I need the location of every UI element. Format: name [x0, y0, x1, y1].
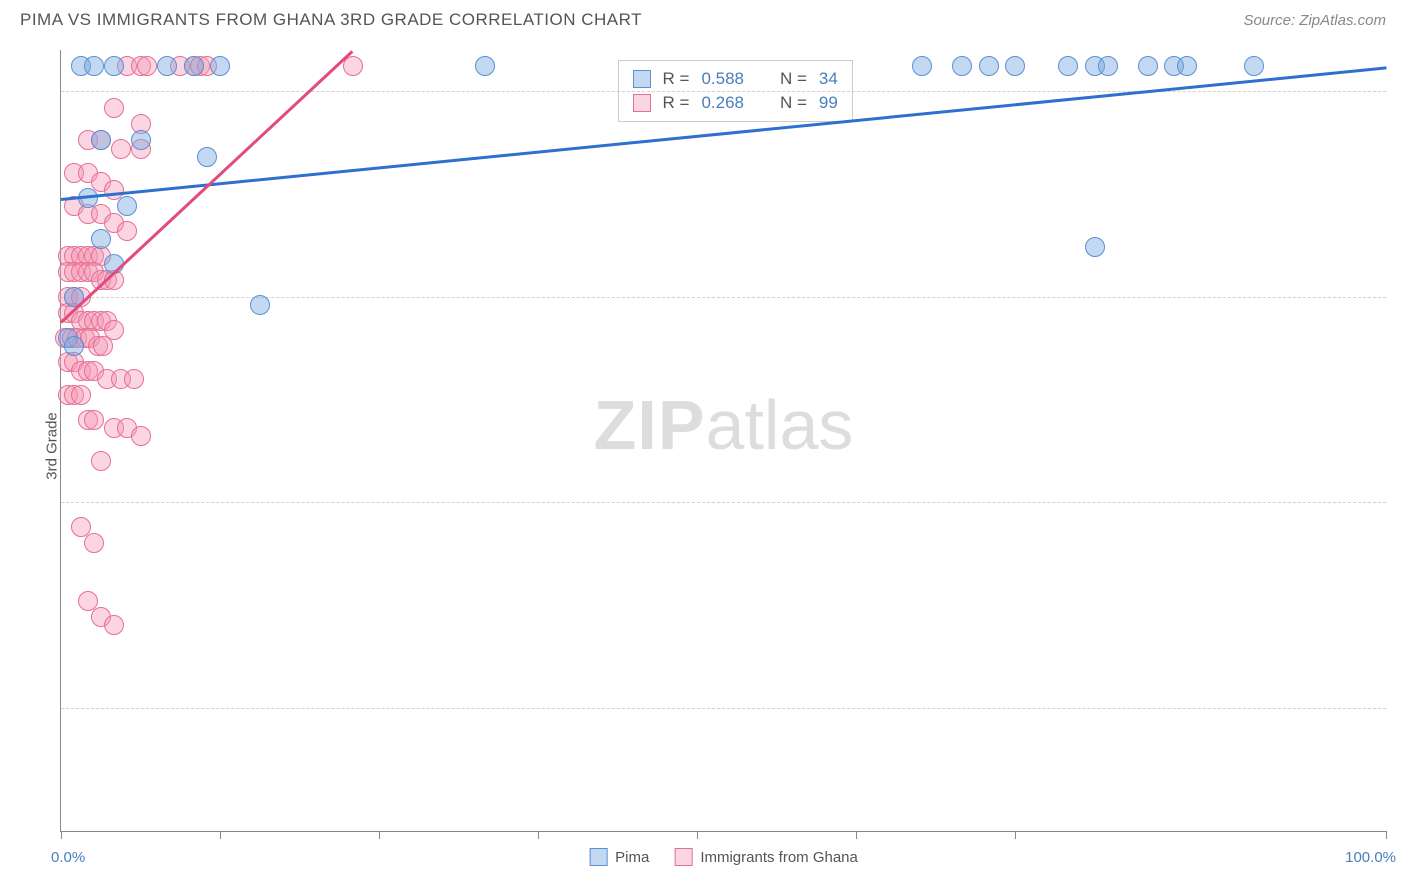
x-tick	[697, 831, 698, 839]
scatter-point-pima	[197, 147, 217, 167]
scatter-point-pima	[117, 196, 137, 216]
plot-area: ZIPatlas R =0.588N =34R =0.268N =99 0.0%…	[60, 50, 1386, 832]
legend-item: Pima	[589, 848, 649, 866]
scatter-point-pima	[1085, 237, 1105, 257]
y-tick-label: 97.5%	[1396, 288, 1406, 305]
legend-label: Pima	[615, 849, 649, 866]
scatter-point-pima	[250, 295, 270, 315]
scatter-point-ghana	[104, 98, 124, 118]
watermark: ZIPatlas	[594, 385, 854, 465]
chart-title: PIMA VS IMMIGRANTS FROM GHANA 3RD GRADE …	[20, 10, 642, 30]
scatter-point-pima	[131, 130, 151, 150]
scatter-point-pima	[979, 56, 999, 76]
x-tick	[538, 831, 539, 839]
scatter-point-ghana	[117, 221, 137, 241]
scatter-point-pima	[91, 229, 111, 249]
gridline-h	[61, 708, 1386, 709]
scatter-point-pima	[1098, 56, 1118, 76]
scatter-point-pima	[1244, 56, 1264, 76]
scatter-point-ghana	[104, 615, 124, 635]
scatter-point-pima	[952, 56, 972, 76]
stats-row: R =0.588N =34	[633, 67, 838, 91]
x-tick	[61, 831, 62, 839]
scatter-point-pima	[1005, 56, 1025, 76]
legend-label: Immigrants from Ghana	[700, 849, 858, 866]
scatter-point-ghana	[91, 451, 111, 471]
scatter-point-pima	[1138, 56, 1158, 76]
legend-bottom: Pima Immigrants from Ghana	[589, 848, 858, 866]
scatter-point-ghana	[124, 369, 144, 389]
scatter-point-pima	[912, 56, 932, 76]
legend-swatch	[633, 94, 651, 112]
scatter-point-pima	[184, 56, 204, 76]
scatter-point-ghana	[84, 533, 104, 553]
scatter-point-ghana	[71, 385, 91, 405]
scatter-point-ghana	[131, 426, 151, 446]
gridline-h	[61, 91, 1386, 92]
gridline-h	[61, 502, 1386, 503]
y-tick-label: 95.0%	[1396, 494, 1406, 511]
legend-swatch	[674, 848, 692, 866]
x-tick	[379, 831, 380, 839]
y-axis-label: 3rd Grade	[43, 412, 60, 480]
x-tick	[1015, 831, 1016, 839]
x-axis-max-label: 100.0%	[1345, 849, 1396, 866]
x-tick	[1386, 831, 1387, 839]
scatter-point-ghana	[137, 56, 157, 76]
scatter-point-pima	[210, 56, 230, 76]
scatter-point-pima	[1177, 56, 1197, 76]
scatter-point-pima	[157, 56, 177, 76]
source-label: Source: ZipAtlas.com	[1243, 12, 1386, 29]
scatter-point-pima	[1058, 56, 1078, 76]
legend-swatch	[589, 848, 607, 866]
scatter-point-pima	[84, 56, 104, 76]
y-tick-label: 100.0%	[1396, 83, 1406, 100]
scatter-point-pima	[91, 130, 111, 150]
y-tick-label: 92.5%	[1396, 699, 1406, 716]
scatter-point-pima	[104, 56, 124, 76]
x-tick	[856, 831, 857, 839]
scatter-point-ghana	[84, 410, 104, 430]
scatter-point-pima	[475, 56, 495, 76]
legend-item: Immigrants from Ghana	[674, 848, 858, 866]
scatter-point-pima	[64, 336, 84, 356]
scatter-point-ghana	[93, 336, 113, 356]
stats-row: R =0.268N =99	[633, 91, 838, 115]
scatter-point-ghana	[111, 139, 131, 159]
legend-swatch	[633, 70, 651, 88]
x-axis-min-label: 0.0%	[51, 849, 85, 866]
x-tick	[220, 831, 221, 839]
